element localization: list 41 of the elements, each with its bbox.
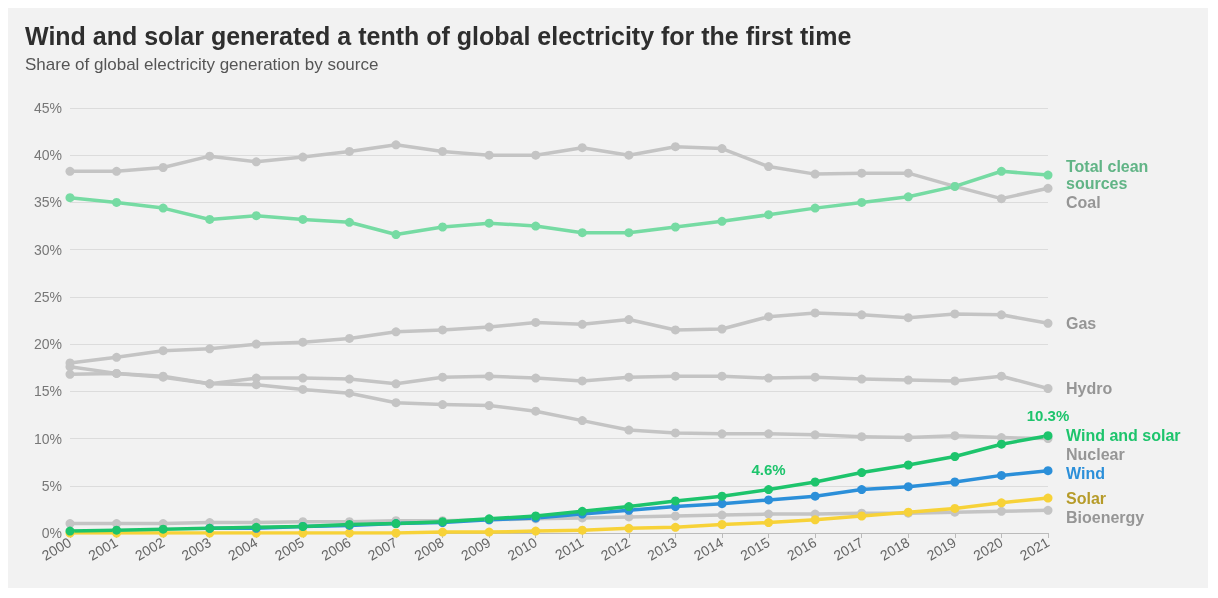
x-tick-label: 2012 bbox=[597, 533, 634, 564]
x-tick-label: 2011 bbox=[552, 533, 587, 563]
x-tick-label: 2002 bbox=[132, 533, 168, 564]
y-tick-label: 30% bbox=[33, 241, 62, 258]
y-tick-label: 35% bbox=[33, 194, 62, 211]
series-label: Gas bbox=[1066, 314, 1097, 332]
series-label: Solar bbox=[1066, 489, 1107, 507]
y-tick-label: 40% bbox=[33, 147, 62, 164]
x-tick-label: 2021 bbox=[1017, 533, 1053, 564]
x-tick-label: 2019 bbox=[923, 533, 960, 564]
x-tick-label: 2003 bbox=[178, 533, 214, 564]
y-tick-label: 5% bbox=[41, 477, 62, 494]
x-tick-label: 2013 bbox=[644, 533, 680, 564]
data-label: 4.6% bbox=[751, 461, 786, 479]
chart-subtitle: Share of global electricity generation by source bbox=[25, 55, 379, 74]
y-tick-label: 15% bbox=[33, 383, 62, 400]
x-tick-label: 2001 bbox=[85, 533, 121, 564]
y-tick-label: 45% bbox=[33, 100, 62, 116]
x-tick-label: 2009 bbox=[458, 533, 494, 564]
x-tick-label: 2014 bbox=[691, 533, 727, 564]
series-label: Bioenergy bbox=[1066, 508, 1145, 526]
series-label: Wind and solar bbox=[1066, 427, 1181, 445]
x-tick-label: 2008 bbox=[411, 533, 447, 564]
x-tick-label: 2018 bbox=[877, 533, 913, 564]
y-tick-label: 10% bbox=[33, 430, 62, 447]
chart-title: Wind and solar generated a tenth of global electricity for the first time bbox=[25, 21, 852, 50]
y-tick-label: 20% bbox=[33, 336, 62, 353]
series-label: Nuclear bbox=[1066, 446, 1125, 464]
y-tick-label: 25% bbox=[33, 288, 62, 305]
x-tick-label: 2016 bbox=[784, 533, 820, 564]
series-label: Hydro bbox=[1066, 380, 1113, 397]
series-label: Wind bbox=[1066, 465, 1105, 483]
x-tick-label: 2004 bbox=[225, 533, 261, 564]
data-label: 10.3% bbox=[1026, 407, 1070, 425]
x-tick-label: 2006 bbox=[318, 533, 354, 564]
x-tick-label: 2015 bbox=[737, 533, 773, 564]
x-tick-label: 2020 bbox=[970, 533, 1006, 564]
series-label: Coal bbox=[1066, 194, 1101, 212]
x-tick-label: 2010 bbox=[504, 533, 540, 564]
series-label: Total clean sources bbox=[1066, 158, 1153, 193]
y-tick-label: 0% bbox=[41, 525, 62, 541]
